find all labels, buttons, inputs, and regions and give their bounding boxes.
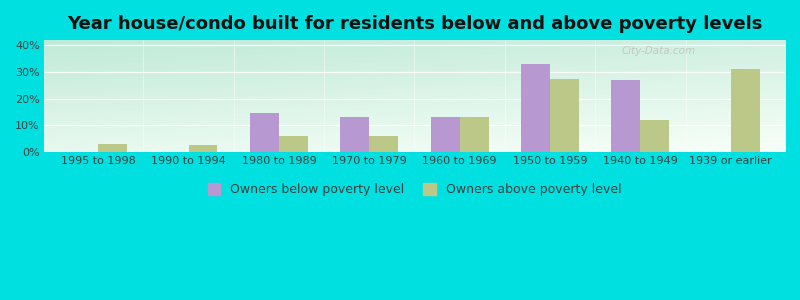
Bar [189,145,218,152]
Bar [370,136,398,152]
Bar [640,120,670,152]
Bar [521,64,550,152]
Bar [250,113,279,152]
Bar [340,117,370,152]
Legend: Owners below poverty level, Owners above poverty level: Owners below poverty level, Owners above… [202,178,626,201]
Bar [611,80,640,152]
Bar [98,144,127,152]
Title: Year house/condo built for residents below and above poverty levels: Year house/condo built for residents bel… [66,15,762,33]
Text: City-Data.com: City-Data.com [622,46,696,56]
Bar [550,79,579,152]
Bar [279,136,308,152]
Bar [730,69,760,152]
Bar [430,117,460,152]
Bar [460,117,489,152]
